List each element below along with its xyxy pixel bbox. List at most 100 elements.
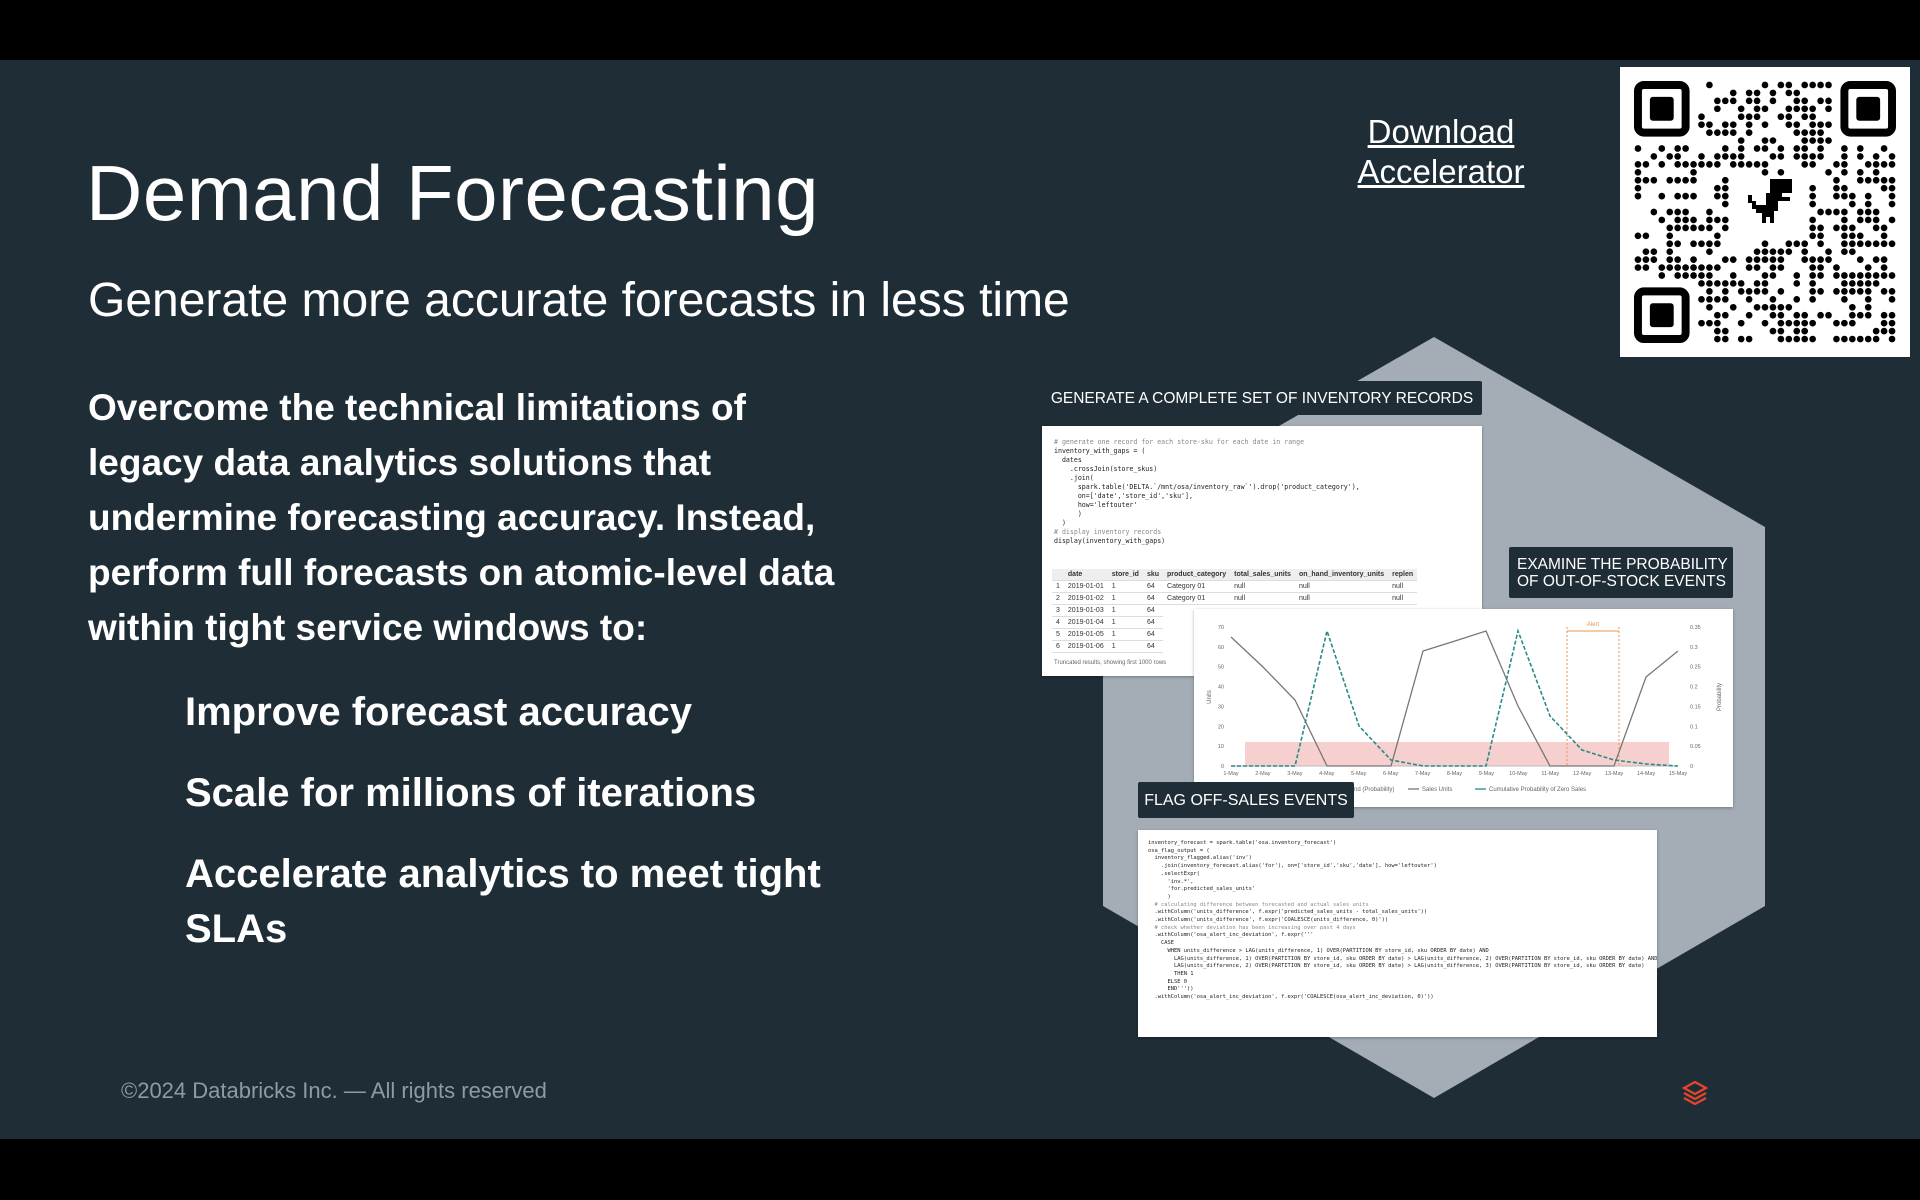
y-tick-label: 30 (1218, 704, 1224, 710)
qr-dot (1833, 161, 1840, 168)
qr-dot (1777, 145, 1785, 152)
qr-dot (1721, 184, 1729, 192)
qr-dot (1872, 224, 1880, 232)
bullet-line: Accelerate analytics to meet tight (185, 852, 821, 896)
qr-dot (1848, 272, 1856, 279)
qr-dot (1706, 264, 1713, 271)
qr-dot (1856, 232, 1864, 240)
link-line[interactable]: Download (1367, 113, 1515, 150)
qr-dot (1888, 153, 1896, 160)
qr-dot (1793, 311, 1801, 319)
qr-dot (1714, 129, 1721, 136)
qr-dot (1666, 153, 1674, 160)
qr-dot (1817, 311, 1824, 319)
qr-dot (1658, 264, 1666, 271)
qr-dot (1698, 295, 1705, 303)
qr-dot (1714, 97, 1721, 105)
qr-dot (1721, 335, 1729, 343)
table-header-cell: sku (1142, 569, 1164, 581)
qr-dot (1650, 248, 1658, 256)
qr-dot (1706, 81, 1713, 89)
qr-dot (1856, 256, 1864, 263)
qr-finder (1634, 81, 1690, 137)
qr-dot (1801, 319, 1809, 327)
qr-dot (1674, 145, 1682, 152)
qr-dot (1801, 161, 1809, 168)
code-line: # generate one record for each store-sku… (1054, 438, 1305, 446)
qr-dot (1674, 208, 1682, 216)
qr-dot (1809, 319, 1816, 327)
qr-dot (1801, 137, 1809, 144)
qr-dot (1848, 224, 1856, 232)
qr-dot (1833, 208, 1840, 216)
qr-dot (1801, 81, 1809, 89)
qr-dot (1817, 121, 1824, 129)
qr-dot (1872, 256, 1880, 263)
code-line: on=['date','store_id','sku'], (1054, 492, 1193, 500)
qr-dot (1841, 216, 1848, 224)
qr-dot (1793, 319, 1801, 327)
table-cell: 64 (1142, 592, 1164, 605)
table-cell: 1 (1052, 580, 1064, 593)
y2-tick-label: 0.2 (1690, 685, 1698, 691)
x-label: 7-May (1415, 771, 1431, 777)
qr-dot (1864, 288, 1872, 295)
link-line[interactable]: Accelerator (1357, 153, 1525, 190)
qr-dot (1690, 240, 1697, 248)
qr-dot (1888, 184, 1896, 192)
y-tick-label: 40 (1218, 685, 1224, 691)
qr-dot (1682, 216, 1689, 224)
qr-dot (1833, 184, 1840, 192)
qr-dot (1856, 145, 1864, 152)
qr-dot (1809, 153, 1816, 160)
qr-dot (1753, 145, 1761, 152)
qr-dot (1864, 208, 1872, 216)
qr-dot (1841, 232, 1848, 240)
table-cell: 2019-01-03 (1063, 604, 1108, 617)
qr-dot (1721, 256, 1729, 263)
qr-dot (1761, 303, 1769, 311)
table-cell: Category 01 (1163, 592, 1231, 605)
qr-dot (1825, 208, 1832, 216)
table-cell: 64 (1142, 604, 1164, 617)
legend-label: Sales Units (1422, 787, 1452, 793)
panel-label: EXAMINE THE PROBABILITY OF OUT-OF-STOCK E… (1509, 547, 1733, 598)
slide: Demand Forecasting Generate more accurat… (0, 60, 1920, 1139)
qr-dot (1872, 168, 1880, 176)
qr-dot (1864, 192, 1872, 200)
qr-dot (1777, 248, 1785, 256)
qr-dot (1785, 248, 1793, 256)
qr-dot (1872, 153, 1880, 160)
qr-dot (1769, 303, 1777, 311)
y-tick-label: 10 (1218, 744, 1224, 750)
qr-dot (1864, 303, 1872, 311)
download-link[interactable]: Download Accelerator (1340, 112, 1542, 192)
qr-dot (1880, 311, 1888, 319)
qr-dot (1666, 224, 1674, 232)
qr-dot (1793, 280, 1801, 287)
qr-dot (1880, 256, 1888, 263)
qr-dot (1698, 121, 1705, 129)
x-label: 13-May (1605, 771, 1624, 777)
qr-dot (1872, 208, 1880, 216)
qr-dot (1809, 129, 1816, 136)
qr-dot (1793, 129, 1801, 136)
qr-dot (1769, 89, 1777, 97)
qr-dot (1888, 311, 1896, 319)
table-cell: 2019-01-02 (1063, 592, 1108, 605)
code-line: ) (1148, 893, 1171, 900)
qr-dot (1793, 121, 1801, 129)
table-cell: 64 (1142, 628, 1164, 641)
qr-dot (1714, 335, 1721, 343)
qr-dot (1745, 295, 1753, 303)
qr-dot (1888, 161, 1896, 168)
qr-dot (1753, 89, 1761, 97)
table-row: 4 2019-01-04 1 64 (1052, 616, 1417, 629)
qr-dot (1785, 81, 1793, 89)
qr-dot (1817, 224, 1824, 232)
qr-dot (1888, 335, 1896, 343)
qr-dot (1690, 176, 1697, 184)
qr-dot (1809, 288, 1816, 295)
qr-dot (1872, 327, 1880, 335)
qr-dot (1666, 256, 1674, 263)
